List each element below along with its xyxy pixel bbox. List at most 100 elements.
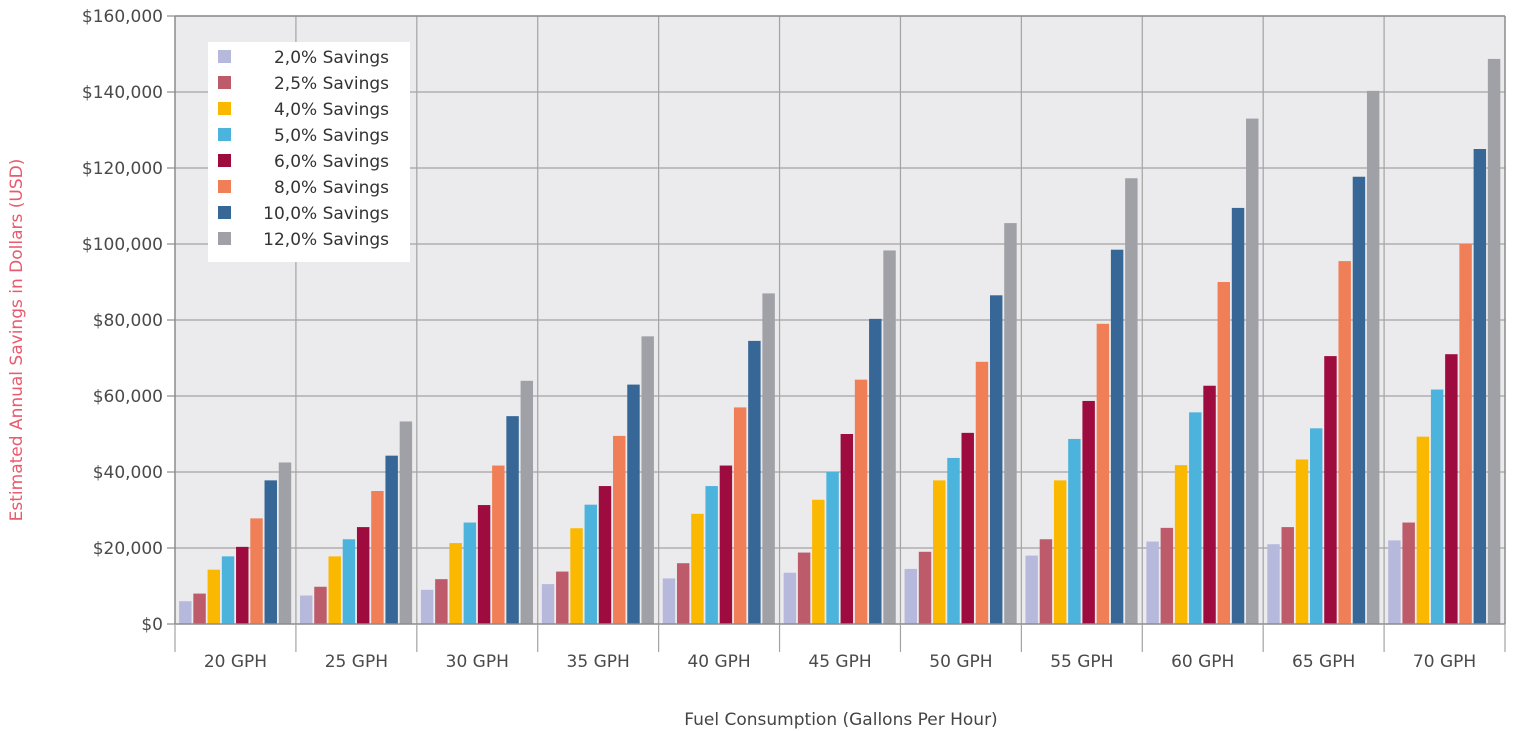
bar <box>918 551 932 624</box>
y-tick-label: $100,000 <box>82 235 163 255</box>
bar <box>1096 323 1110 624</box>
y-tick-label: $60,000 <box>93 387 163 407</box>
bar <box>264 480 277 624</box>
y-tick-label: $140,000 <box>82 83 163 103</box>
bar <box>826 472 839 624</box>
bar <box>947 457 960 624</box>
bar <box>385 455 398 624</box>
bar <box>520 380 534 624</box>
x-tick-labels: 20 GPH 25 GPH 30 GPH 35 GPH 40 GPH 45 GPH 50 G… <box>204 652 1476 672</box>
bar <box>1324 356 1337 624</box>
bar <box>278 462 292 624</box>
bar <box>1053 480 1067 624</box>
bar <box>1366 90 1380 625</box>
legend-label: 12,0% Savings <box>263 230 389 250</box>
bar <box>869 318 882 624</box>
y-tick-labels: $0 $20,000 $40,000 $60,000 $80,000 $100,000 $1… <box>82 7 163 635</box>
bar <box>492 465 505 624</box>
bar <box>1416 436 1430 624</box>
bar <box>506 416 519 624</box>
bar <box>733 407 747 624</box>
legend-label: 5,0% Savings <box>274 126 389 146</box>
x-tick-label: 35 GPH <box>567 652 630 672</box>
bar <box>314 586 327 624</box>
y-tick-label: $160,000 <box>82 7 163 27</box>
bar <box>463 522 477 624</box>
legend-swatch <box>218 76 231 89</box>
legend-swatch <box>218 102 231 115</box>
x-tick-label: 70 GPH <box>1413 652 1476 672</box>
bar <box>584 504 597 624</box>
bar <box>1231 207 1245 624</box>
bar <box>705 486 718 624</box>
bar <box>662 578 676 624</box>
bar <box>1082 400 1095 624</box>
legend-label: 2,0% Savings <box>274 48 389 68</box>
bar <box>1388 540 1401 624</box>
bar <box>342 539 356 624</box>
x-axis-title: Fuel Consumption (Gallons Per Hour) <box>684 710 997 730</box>
bar <box>961 432 974 624</box>
bar <box>989 295 1003 624</box>
x-tick-label: 65 GPH <box>1292 652 1355 672</box>
bars <box>179 58 1501 625</box>
axes <box>167 15 1506 652</box>
bar <box>1338 261 1351 624</box>
bar <box>1039 539 1053 624</box>
bar <box>1487 58 1501 624</box>
x-tick-label: 25 GPH <box>325 652 388 672</box>
bar <box>719 465 733 624</box>
x-tick-label: 20 GPH <box>204 652 267 672</box>
bar <box>676 563 690 624</box>
legend: 2,0% Savings 2,5% Savings 4,0% Savings 5,0%… <box>208 42 410 262</box>
bar <box>1352 176 1366 625</box>
bar <box>1217 282 1231 624</box>
legend-swatch <box>218 206 231 219</box>
bar <box>236 546 249 624</box>
y-tick-label: $0 <box>141 615 163 635</box>
bar <box>1025 555 1038 624</box>
bar <box>598 486 612 624</box>
legend-swatch <box>218 128 231 141</box>
x-tick-label: 50 GPH <box>929 652 992 672</box>
legend-swatch <box>218 232 231 245</box>
bar <box>904 568 917 624</box>
bar <box>1295 459 1309 624</box>
bar <box>783 572 797 624</box>
y-axis-title: Estimated Annual Savings in Dollars (USD… <box>7 159 27 522</box>
bar <box>762 293 775 624</box>
bar <box>1402 522 1415 624</box>
y-tick-label: $40,000 <box>93 463 163 483</box>
legend-label: 4,0% Savings <box>274 100 389 120</box>
bar <box>399 421 413 624</box>
legend-swatch <box>218 154 231 167</box>
legend-label: 10,0% Savings <box>263 204 389 224</box>
bar <box>883 250 896 624</box>
x-tick-label: 40 GPH <box>687 652 750 672</box>
bar <box>371 491 384 624</box>
bar <box>1281 527 1294 624</box>
bar <box>193 593 206 624</box>
bar <box>435 579 448 624</box>
y-tick-label: $120,000 <box>82 159 163 179</box>
bar <box>250 518 263 624</box>
bar <box>1459 244 1472 624</box>
bar <box>1174 465 1188 624</box>
bar <box>797 552 811 624</box>
bar <box>812 499 825 624</box>
bar <box>477 505 491 624</box>
bar <box>300 595 313 624</box>
bar <box>420 589 434 624</box>
bar <box>840 434 854 624</box>
legend-swatch <box>218 50 231 63</box>
bar <box>1473 149 1487 624</box>
bar <box>1267 544 1280 624</box>
bar <box>613 435 626 624</box>
x-tick-label: 30 GPH <box>446 652 509 672</box>
bar <box>1445 354 1458 624</box>
legend-swatch <box>218 180 231 193</box>
bar <box>1160 527 1174 624</box>
legend-label: 2,5% Savings <box>274 74 389 94</box>
